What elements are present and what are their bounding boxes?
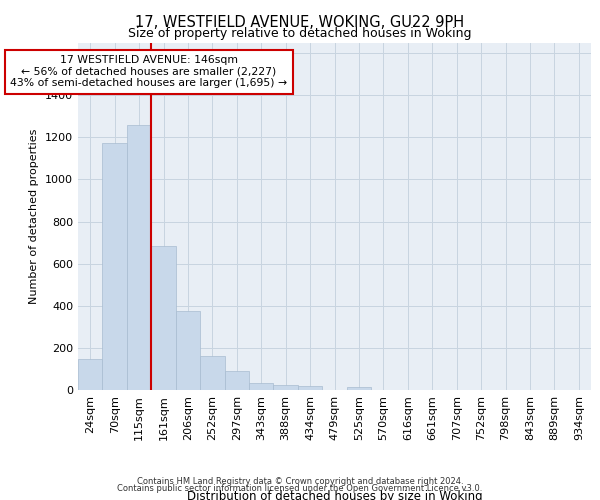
Bar (127, 124, 151, 390)
Text: 17, WESTFIELD AVENUE, WOKING, GU22 9PH: 17, WESTFIELD AVENUE, WOKING, GU22 9PH (136, 15, 464, 30)
Text: 17 WESTFIELD AVENUE: 146sqm
← 56% of detached houses are smaller (2,227)
43% of : 17 WESTFIELD AVENUE: 146sqm ← 56% of det… (10, 55, 287, 88)
Bar (298, 386, 322, 390)
Bar (176, 311, 200, 390)
Bar (249, 382, 274, 390)
Y-axis label: Number of detached properties: Number of detached properties (29, 128, 40, 304)
Bar (224, 371, 249, 390)
Bar (151, 246, 176, 390)
Bar (103, 142, 127, 390)
Text: Size of property relative to detached houses in Woking: Size of property relative to detached ho… (128, 26, 472, 40)
X-axis label: Distribution of detached houses by size in Woking: Distribution of detached houses by size … (187, 490, 482, 500)
Bar (78, 360, 103, 390)
Bar (347, 387, 371, 390)
Bar (200, 356, 224, 390)
Bar (274, 384, 298, 390)
Text: Contains public sector information licensed under the Open Government Licence v3: Contains public sector information licen… (118, 484, 482, 493)
Text: Contains HM Land Registry data © Crown copyright and database right 2024.: Contains HM Land Registry data © Crown c… (137, 477, 463, 486)
